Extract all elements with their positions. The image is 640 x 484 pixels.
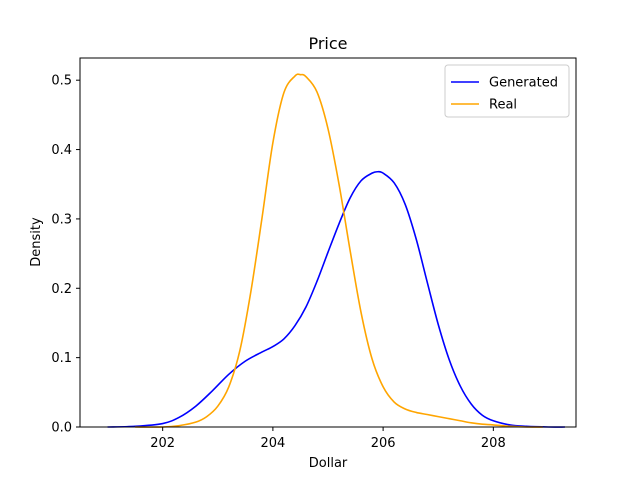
x-tick-label: 204 bbox=[260, 436, 285, 451]
axis-ticks: 202 204 206 208 0.0 0.1 0.2 0.3 0.4 0.5 bbox=[51, 74, 505, 451]
y-tick-label: 0.2 bbox=[51, 282, 72, 297]
y-tick-label: 0.4 bbox=[51, 143, 72, 158]
chart-title: Price bbox=[308, 34, 347, 53]
x-axis-label: Dollar bbox=[309, 456, 348, 471]
plot-marks bbox=[107, 73, 565, 428]
legend-label-generated: Generated bbox=[489, 76, 558, 91]
series-line-real bbox=[135, 73, 543, 428]
y-tick-label: 0.1 bbox=[51, 351, 72, 366]
y-axis-label: Density bbox=[29, 217, 44, 267]
y-tick-label: 0.5 bbox=[51, 74, 72, 89]
legend-label-real: Real bbox=[489, 98, 517, 113]
series-line-generated bbox=[107, 170, 565, 428]
plot-area-frame bbox=[79, 57, 577, 428]
y-tick-label: 0.3 bbox=[51, 212, 72, 227]
x-tick-label: 206 bbox=[371, 436, 396, 451]
x-tick-label: 208 bbox=[481, 436, 506, 451]
y-tick-label: 0.0 bbox=[51, 421, 72, 436]
legend: Generated Real bbox=[444, 64, 570, 118]
x-tick-label: 202 bbox=[150, 436, 175, 451]
